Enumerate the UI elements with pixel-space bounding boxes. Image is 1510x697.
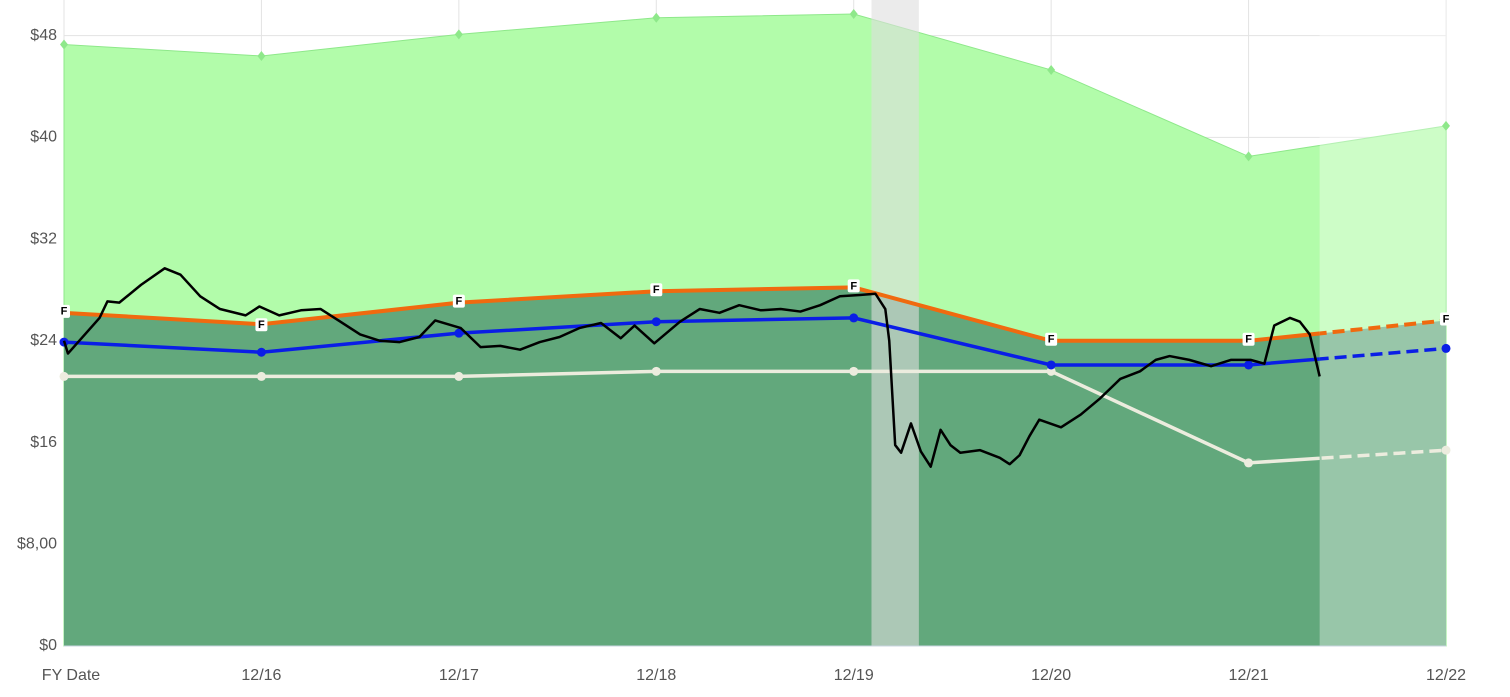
- upper-marker: [849, 8, 858, 19]
- x-tick-label: 12/21: [1229, 667, 1269, 684]
- upper-marker: [454, 29, 463, 40]
- upper-marker: [1442, 120, 1450, 131]
- point-label: F: [258, 319, 265, 331]
- series-point: [1046, 360, 1056, 370]
- point-label: F: [1443, 313, 1450, 325]
- upper-marker: [652, 12, 661, 23]
- y-tick-label: $40: [30, 129, 57, 146]
- upper-marker: [60, 39, 68, 50]
- point-label: F: [61, 306, 68, 318]
- x-tick-label: FY Date: [42, 667, 101, 684]
- y-tick-label: $0: [39, 637, 57, 654]
- series-point: [1244, 360, 1254, 370]
- y-tick-label: $48: [30, 27, 57, 44]
- series-point: [651, 366, 661, 376]
- series-point: [59, 371, 69, 381]
- upper-marker: [1244, 151, 1253, 162]
- point-label: F: [850, 280, 857, 292]
- point-label: F: [653, 284, 660, 296]
- series-point: [849, 313, 859, 323]
- point-label: F: [1048, 334, 1055, 346]
- point-label-bg: [452, 294, 465, 308]
- upper-marker: [1047, 64, 1056, 75]
- series-point: [454, 328, 464, 338]
- x-tick-label: 12/19: [834, 667, 874, 684]
- y-tick-label: $8,00: [17, 535, 57, 552]
- series-point: [454, 371, 464, 381]
- y-tick-label: $24: [30, 332, 57, 349]
- point-label-bg: [58, 304, 70, 318]
- series-point: [849, 366, 859, 376]
- series-point: [1441, 343, 1451, 353]
- y-tick-label: $16: [30, 434, 57, 451]
- point-label: F: [1245, 334, 1252, 346]
- x-tick-label: 12/22: [1426, 667, 1466, 684]
- series-point: [1244, 458, 1254, 468]
- point-label-bg: [1440, 312, 1452, 326]
- x-tick-label: 12/18: [636, 667, 676, 684]
- y-tick-label: $32: [30, 230, 57, 247]
- series-point: [1046, 366, 1056, 376]
- upper-marker: [257, 50, 266, 61]
- point-label-bg: [255, 318, 268, 332]
- x-tick-label: 12/17: [439, 667, 479, 684]
- price-line: [62, 267, 1321, 468]
- series-point: [256, 347, 266, 357]
- series-point: [651, 317, 661, 327]
- point-label-bg: [847, 279, 860, 293]
- series-line: [64, 369, 1320, 465]
- point-label-bg: [1045, 332, 1058, 346]
- series-point: [256, 371, 266, 381]
- point-label-bg: [1242, 332, 1255, 346]
- x-tick-label: 12/16: [241, 667, 281, 684]
- point-label: F: [455, 296, 462, 308]
- point-label-bg: [650, 283, 663, 297]
- series-line: [63, 285, 1320, 343]
- x-tick-label: 12/20: [1031, 667, 1071, 684]
- series-point: [1441, 445, 1451, 455]
